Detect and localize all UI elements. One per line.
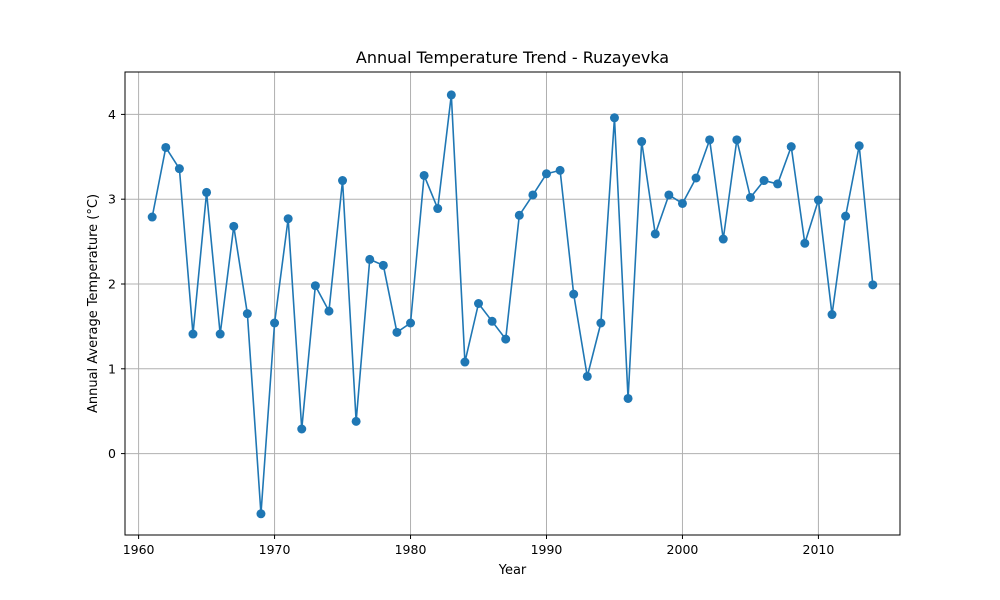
data-point: [609, 113, 619, 123]
data-point: [310, 281, 320, 291]
data-point: [650, 229, 660, 239]
x-tick-label: 2010: [803, 542, 835, 557]
x-tick-label: 1980: [395, 542, 427, 557]
data-point: [705, 135, 715, 145]
x-tick-label: 2000: [667, 542, 699, 557]
data-point: [555, 165, 565, 175]
data-point: [786, 142, 796, 152]
data-point: [718, 234, 728, 244]
data-point: [351, 416, 361, 426]
y-tick-label: 1: [108, 361, 116, 376]
data-point: [419, 170, 429, 180]
data-point: [800, 238, 810, 248]
data-point: [514, 210, 524, 220]
data-point: [541, 169, 551, 179]
series-layer: [147, 90, 878, 519]
data-point: [664, 190, 674, 200]
chart-title: Annual Temperature Trend - Ruzayevka: [356, 48, 669, 67]
data-point: [256, 509, 266, 519]
data-point: [202, 187, 212, 197]
data-point: [188, 329, 198, 339]
data-point: [283, 214, 293, 224]
y-tick-label: 2: [108, 276, 116, 291]
x-tick-label: 1960: [123, 542, 155, 557]
data-point: [229, 221, 239, 231]
data-point: [147, 212, 157, 222]
data-point: [433, 204, 443, 214]
data-point: [161, 142, 171, 152]
data-point: [487, 316, 497, 326]
y-tick-label: 0: [108, 446, 116, 461]
data-point: [677, 198, 687, 208]
data-point: [854, 141, 864, 151]
data-point: [841, 211, 851, 221]
data-point: [773, 179, 783, 189]
data-point: [745, 193, 755, 202]
data-point: [392, 327, 402, 337]
x-axis-label: Year: [498, 563, 527, 578]
data-point: [827, 310, 837, 320]
data-point: [324, 306, 334, 316]
data-point: [868, 280, 878, 290]
data-point: [446, 90, 456, 100]
y-axis-label: Annual Average Temperature (°C): [86, 194, 101, 413]
data-point: [460, 357, 470, 367]
data-point: [474, 299, 484, 308]
data-point: [242, 309, 252, 319]
data-point: [569, 289, 579, 299]
data-point: [759, 176, 769, 186]
data-point: [582, 371, 592, 381]
data-point: [813, 195, 823, 205]
data-point: [270, 318, 280, 328]
data-point: [338, 176, 348, 186]
plot-frame: [124, 71, 901, 536]
data-point: [732, 135, 742, 145]
data-point: [297, 424, 307, 434]
data-point: [691, 173, 701, 183]
data-point: [406, 318, 416, 328]
data-point: [623, 393, 633, 403]
x-tick-label: 1990: [531, 542, 563, 557]
data-point: [378, 260, 388, 270]
data-point: [637, 137, 647, 147]
y-tick-label: 3: [108, 192, 116, 207]
data-point: [528, 190, 538, 200]
y-tick-label: 4: [108, 107, 116, 122]
data-point: [501, 334, 511, 344]
data-point: [215, 329, 225, 339]
data-point: [596, 318, 606, 328]
data-point: [365, 254, 375, 264]
ticks-layer: 1960 1970 1980 1990 2000 2010 0 1 2 3 4: [108, 107, 834, 557]
x-tick-label: 1970: [259, 542, 291, 557]
data-point: [174, 164, 184, 174]
